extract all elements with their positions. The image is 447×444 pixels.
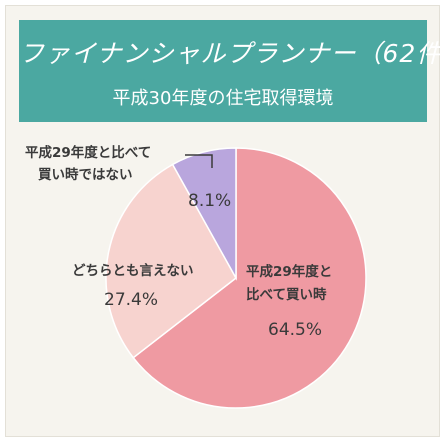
- slice-label-line: 比べて買い時: [246, 286, 327, 303]
- slice-label-line: 平成29年度と比べて: [25, 144, 151, 161]
- pie-slice-neutral: [105, 163, 237, 359]
- chart-title: ファイナンシャルプランナー（62件）: [19, 39, 447, 68]
- slice-value-label: 64.5%: [268, 320, 322, 340]
- slice-label-line: 買い時ではない: [38, 166, 133, 183]
- chart-subtitle: 平成30年度の住宅取得環境: [112, 88, 334, 109]
- slice-label-line: 平成29年度と: [246, 263, 332, 280]
- slice-value-label: 8.1%: [188, 191, 231, 211]
- pie-slices: [105, 147, 367, 409]
- leader-line: [185, 154, 213, 168]
- pie-slice-not-buy: [171, 147, 237, 281]
- slice-label-line: どちらとも言えない: [72, 262, 194, 279]
- chart-header: ファイナンシャルプランナー（62件） 平成30年度の住宅取得環境: [19, 20, 447, 122]
- slice-value-label: 27.4%: [104, 290, 158, 310]
- pie-slice-buy-now: [132, 147, 367, 409]
